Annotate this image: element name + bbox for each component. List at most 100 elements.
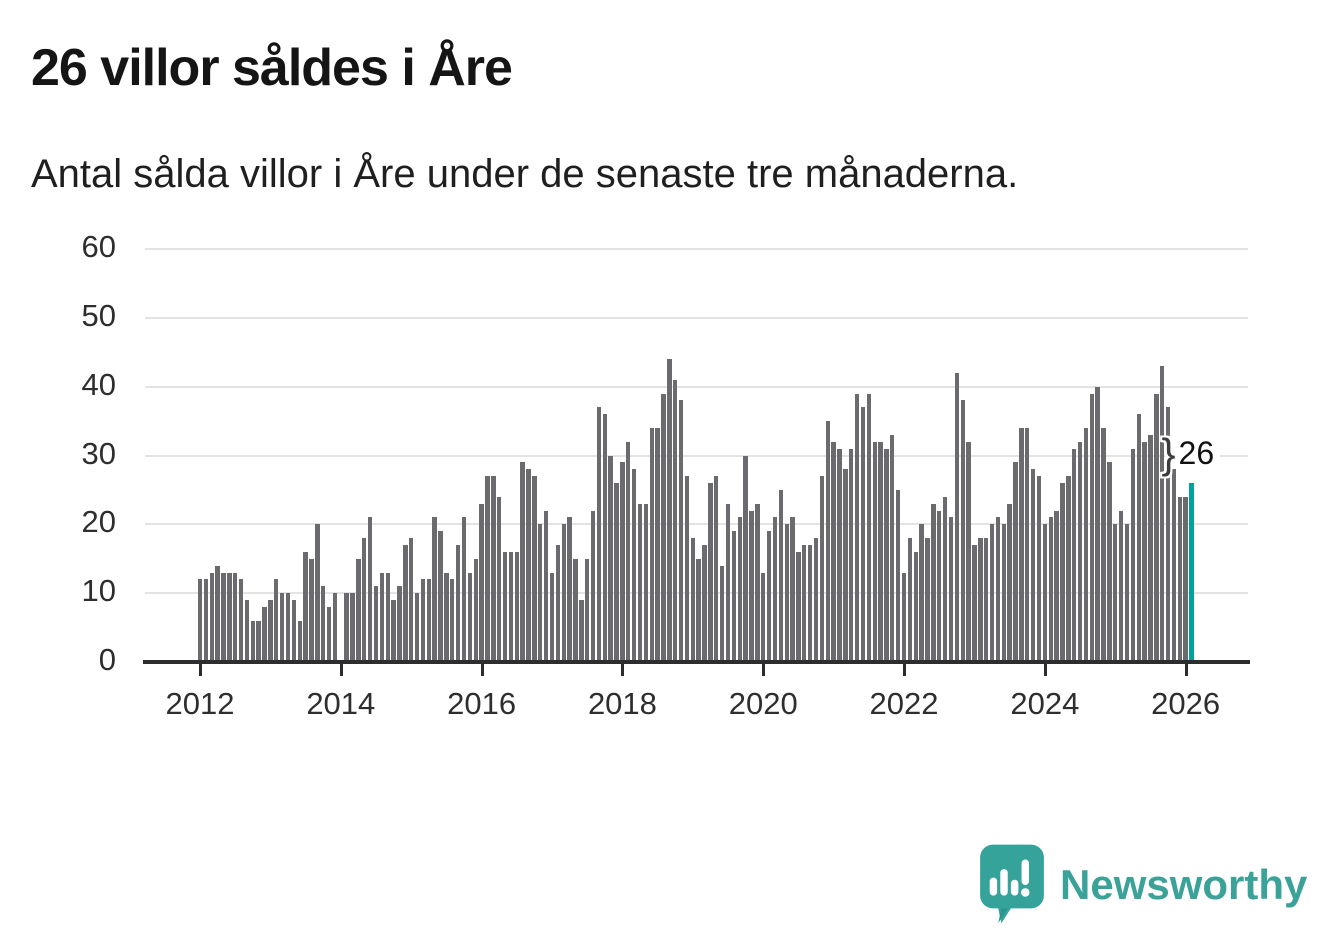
bar [350, 593, 355, 662]
bar [426, 579, 431, 662]
bar [895, 489, 901, 662]
bar [878, 441, 883, 662]
bar [520, 462, 525, 662]
bar [1089, 393, 1094, 662]
bar [1177, 496, 1182, 662]
bar [614, 483, 619, 662]
bar [473, 558, 478, 662]
bar [356, 558, 361, 662]
bar [1154, 393, 1159, 662]
bar [702, 544, 707, 662]
bar [233, 572, 238, 662]
bar [362, 538, 367, 662]
y-axis-label-30: 30 [81, 435, 116, 471]
bar [1118, 510, 1124, 662]
x-axis-label-2020: 2020 [728, 686, 798, 721]
bar [819, 476, 825, 662]
bar [843, 469, 848, 662]
bar [948, 517, 954, 662]
bar [667, 359, 672, 662]
bar [983, 538, 989, 662]
bar [367, 517, 373, 662]
bar [227, 572, 232, 662]
bar [714, 476, 719, 662]
bar [872, 441, 877, 662]
bar [221, 572, 226, 662]
bar [197, 579, 203, 662]
x-axis-label-2018: 2018 [587, 686, 657, 721]
newsworthy-logo: Newsworthy [978, 842, 1307, 928]
bar [931, 503, 936, 662]
bar [925, 538, 930, 662]
x-tick-2024 [1043, 664, 1047, 676]
bar [849, 448, 854, 662]
bar [303, 551, 308, 662]
bar [1124, 524, 1130, 662]
bar [508, 551, 514, 662]
x-tick-2014 [339, 664, 343, 676]
bar [1159, 366, 1165, 662]
bar [203, 579, 209, 662]
bar [778, 489, 784, 662]
bar [790, 517, 795, 662]
bar [596, 407, 602, 662]
gridline-y-30 [145, 454, 1248, 457]
bar [291, 600, 297, 662]
page-title: 26 villor såldes i Åre [31, 39, 513, 97]
bar [1060, 483, 1065, 662]
bar [1066, 476, 1071, 662]
bar [321, 586, 326, 662]
bar [1048, 517, 1053, 662]
bar [1148, 434, 1153, 662]
bar [455, 544, 461, 662]
bar [690, 538, 696, 662]
last-value-annotation: } 26 [1162, 433, 1221, 475]
bar [532, 476, 537, 662]
bar [643, 503, 649, 662]
bar [766, 531, 772, 662]
bar [420, 579, 426, 662]
x-axis-label-2014: 2014 [306, 686, 376, 721]
bar [1019, 427, 1024, 662]
bar [1042, 524, 1048, 662]
bar [860, 407, 866, 662]
bar [467, 572, 473, 662]
x-tick-2026 [1184, 664, 1188, 676]
bar [661, 393, 666, 662]
bar [397, 586, 402, 662]
bar [491, 476, 496, 662]
bar [696, 558, 701, 662]
x-axis-label-2012: 2012 [165, 686, 235, 721]
bar [954, 372, 960, 662]
y-axis-label-0: 0 [98, 642, 116, 678]
bar [1007, 503, 1012, 662]
bar [485, 476, 490, 662]
bar [561, 524, 566, 662]
bar [631, 469, 637, 662]
bar [1054, 510, 1059, 662]
bar [549, 572, 555, 662]
bar [813, 538, 819, 662]
bar [995, 517, 1001, 662]
x-tick-2012 [199, 664, 202, 676]
bar [825, 421, 830, 662]
bar [1013, 462, 1018, 662]
bar [1136, 414, 1141, 662]
bar [567, 517, 572, 662]
bar [708, 483, 713, 662]
bar [373, 586, 379, 662]
x-axis-label-2016: 2016 [447, 686, 517, 721]
annotation-brace: } [1161, 430, 1176, 477]
bar [590, 510, 596, 662]
bar [837, 448, 842, 662]
bar [731, 531, 737, 662]
bar [497, 496, 502, 662]
bar [1071, 448, 1077, 662]
bar [649, 427, 654, 662]
bar [737, 517, 742, 662]
bar [1095, 386, 1100, 662]
bar [385, 572, 390, 662]
bar [907, 538, 913, 662]
bar [1171, 469, 1177, 662]
bar [579, 600, 584, 662]
